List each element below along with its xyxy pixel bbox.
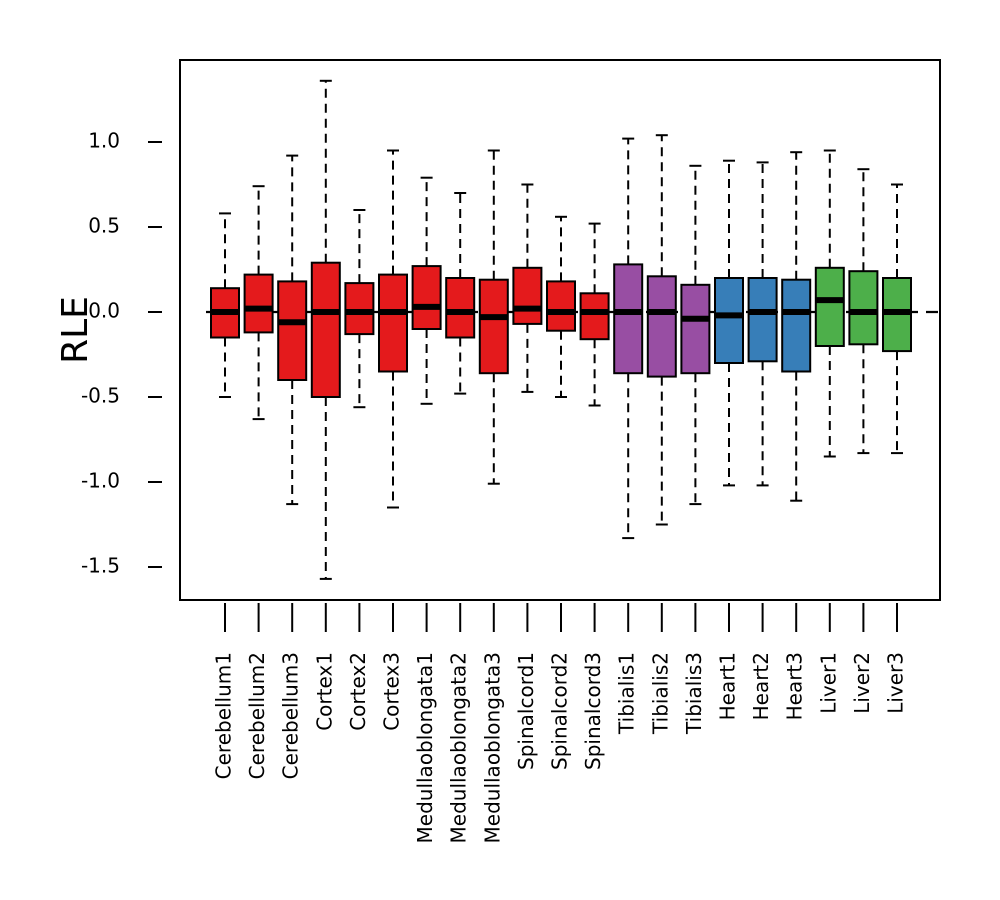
- y-tick-label: -1.0: [81, 469, 120, 493]
- y-axis: 1.0 0.5 0.0 -0.5 -1.0 -1.5: [81, 129, 162, 578]
- x-tick-label: Medullaoblongata1: [413, 652, 437, 843]
- box-body: [781, 278, 812, 373]
- box-cerebellum2: [243, 185, 274, 421]
- x-tick-label: Heart3: [783, 652, 807, 720]
- box-medullaoblongata3: [478, 149, 509, 485]
- box-medullaoblongata1: [411, 176, 442, 405]
- box-body: [814, 266, 845, 347]
- box-body: [546, 280, 576, 332]
- x-tick-label: Liver3: [884, 652, 908, 714]
- x-axis: Cerebellum1 Cerebellum2 Cerebellum3 Cortex1…: [212, 603, 908, 843]
- x-tick-label: Medullaoblongata2: [447, 652, 471, 843]
- box-body: [512, 266, 543, 325]
- x-tick-label: Cerebellum3: [279, 652, 303, 779]
- x-tick-label: Cerebellum1: [212, 652, 236, 779]
- x-tick-label: Spinalcord3: [581, 652, 605, 770]
- x-tick-label: Tibialis2: [648, 652, 672, 735]
- x-tick-label: Cerebellum2: [245, 652, 269, 779]
- box-body: [714, 277, 744, 364]
- plot-frame: [179, 59, 941, 601]
- box-cortex1: [310, 79, 341, 580]
- box-cerebellum1: [210, 212, 240, 398]
- box-tibialis2: [646, 134, 677, 526]
- box-body: [310, 261, 341, 399]
- box-spinalcord3: [579, 222, 610, 407]
- x-tick-label: Cortex1: [312, 652, 336, 731]
- box-cerebellum3: [277, 154, 308, 506]
- box-body: [646, 275, 677, 378]
- box-body: [277, 280, 308, 381]
- box-heart3: [781, 151, 812, 502]
- box-body: [411, 265, 442, 331]
- y-tick-label: 0.5: [88, 214, 120, 238]
- y-tick-label: 1.0: [88, 129, 120, 153]
- x-tick-label: Cortex3: [380, 652, 404, 731]
- box-body: [613, 263, 644, 375]
- box-body: [344, 282, 375, 336]
- box-heart2: [747, 161, 778, 487]
- y-tick-label: -0.5: [81, 384, 120, 408]
- y-tick-label: 0.0: [88, 299, 120, 323]
- x-tick-label: Heart1: [716, 652, 740, 720]
- box-body: [445, 277, 476, 339]
- y-tick-label: -1.5: [81, 554, 120, 578]
- box-tibialis1: [613, 137, 644, 540]
- x-tick-label: Cortex2: [346, 652, 370, 731]
- x-tick-label: Liver1: [816, 652, 840, 714]
- box-liver1: [814, 149, 845, 458]
- box-body: [747, 277, 778, 363]
- x-tick-label: Spinalcord2: [548, 652, 572, 770]
- box-body: [243, 273, 274, 334]
- x-tick-label: Spinalcord1: [514, 652, 538, 770]
- box-cortex3: [378, 149, 408, 509]
- boxes-layer: [210, 79, 912, 580]
- box-body: [478, 278, 509, 375]
- box-tibialis3: [680, 164, 711, 506]
- x-tick-label: Tibialis1: [615, 652, 639, 735]
- box-heart1: [714, 159, 744, 487]
- x-tick-label: Heart2: [749, 652, 773, 720]
- x-tick-label: Liver2: [850, 652, 874, 714]
- box-body: [378, 273, 408, 373]
- x-tick-label: Medullaoblongata3: [480, 652, 504, 843]
- box-cortex2: [344, 209, 375, 409]
- box-body: [680, 283, 711, 375]
- box-body: [848, 270, 879, 346]
- box-spinalcord1: [512, 183, 543, 393]
- box-spinalcord2: [546, 215, 576, 398]
- x-tick-label: Tibialis3: [682, 652, 706, 735]
- box-body: [579, 292, 610, 341]
- y-axis-title: RLE: [55, 296, 96, 364]
- box-liver2: [848, 168, 879, 455]
- box-medullaoblongata2: [445, 192, 476, 395]
- box-liver3: [882, 183, 912, 455]
